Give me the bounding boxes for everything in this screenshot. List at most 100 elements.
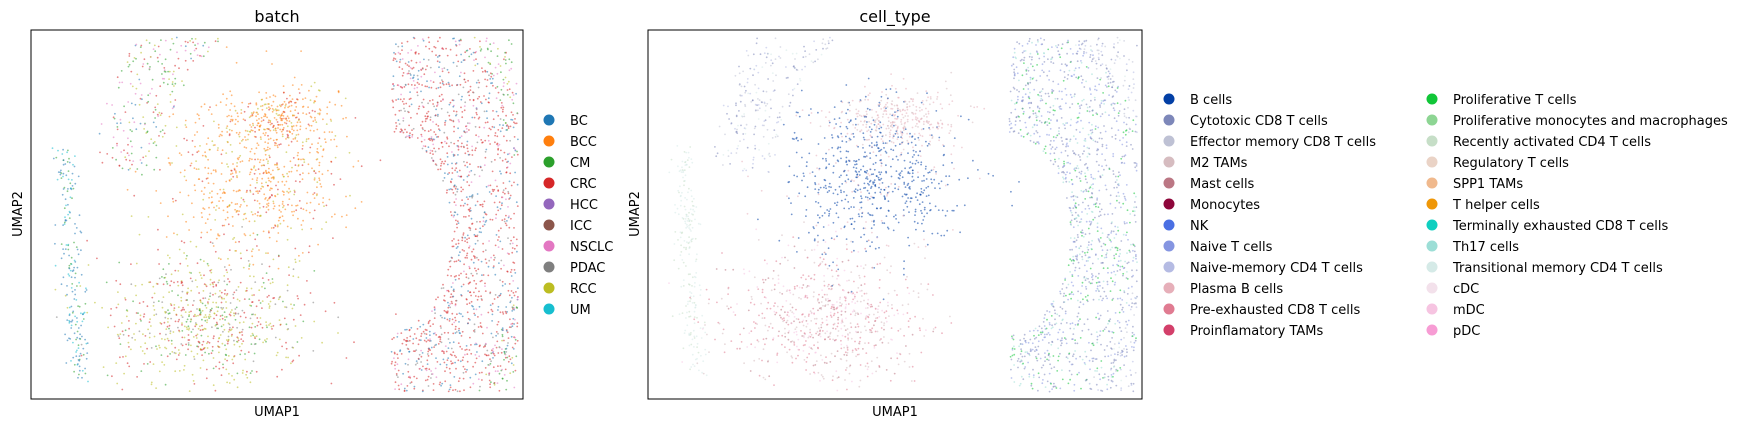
umap-point <box>1061 337 1063 339</box>
umap-point <box>277 219 280 222</box>
umap-point <box>447 173 449 176</box>
umap-point <box>199 367 202 369</box>
umap-point <box>154 106 157 109</box>
umap-point <box>463 131 466 133</box>
umap-point <box>479 49 482 52</box>
umap-point <box>255 370 258 373</box>
umap-point <box>191 202 193 205</box>
umap-point <box>65 219 68 222</box>
umap-point <box>231 309 233 311</box>
umap-point <box>182 84 185 87</box>
umap-point <box>265 97 268 99</box>
umap-point <box>451 318 454 321</box>
umap-point <box>499 365 502 367</box>
umap-point <box>197 150 200 153</box>
umap-point <box>1106 249 1109 252</box>
umap-point <box>353 341 355 344</box>
umap-point <box>230 201 233 204</box>
umap-point <box>210 196 213 199</box>
umap-point <box>1062 123 1065 125</box>
umap-point <box>242 266 245 269</box>
umap-point <box>408 329 411 332</box>
umap-point <box>268 156 271 159</box>
umap-point <box>509 139 511 142</box>
umap-point <box>396 332 399 335</box>
umap-point <box>219 334 222 336</box>
umap-point <box>863 275 866 278</box>
umap-point <box>181 290 184 293</box>
umap-point <box>201 343 204 346</box>
umap-point <box>272 109 275 111</box>
umap-point <box>1013 381 1016 383</box>
umap-point <box>473 233 476 236</box>
umap-point <box>237 337 240 339</box>
umap-point <box>276 121 279 123</box>
umap-point <box>773 305 775 307</box>
umap-point <box>142 116 145 118</box>
umap-point <box>894 183 896 186</box>
umap-point <box>418 339 421 341</box>
umap-point <box>452 288 455 291</box>
umap-point <box>877 116 880 119</box>
umap-point <box>1013 103 1016 105</box>
umap-point <box>823 212 826 214</box>
umap-point <box>141 283 144 286</box>
umap-point <box>823 284 826 287</box>
umap-point <box>249 102 252 105</box>
umap-point <box>143 127 146 130</box>
umap-point <box>462 204 465 207</box>
umap-point <box>379 159 382 162</box>
umap-point <box>157 45 160 48</box>
umap-point <box>258 128 261 131</box>
umap-point <box>455 299 458 302</box>
umap-point <box>146 347 149 350</box>
umap-point <box>217 281 220 284</box>
umap-point <box>440 327 442 329</box>
umap-point <box>813 278 816 281</box>
umap-point <box>1116 55 1119 58</box>
umap-point <box>300 337 303 339</box>
umap-point <box>736 132 739 135</box>
umap-point <box>475 283 478 285</box>
umap-point <box>78 369 81 372</box>
umap-point <box>788 330 791 332</box>
umap-point <box>502 124 504 127</box>
umap-point <box>468 265 471 268</box>
umap-point <box>452 37 454 40</box>
umap-point <box>497 114 500 117</box>
umap-point <box>206 347 209 349</box>
umap-point <box>174 370 177 373</box>
umap-point <box>184 59 187 62</box>
umap-point <box>1046 358 1048 361</box>
umap-point <box>478 126 481 129</box>
umap-point <box>484 290 487 292</box>
umap-point <box>1129 213 1132 215</box>
umap-point <box>499 292 502 295</box>
umap-point <box>922 219 925 221</box>
umap-point <box>259 302 262 304</box>
umap-point <box>511 91 514 94</box>
umap-point <box>481 379 483 381</box>
umap-point <box>428 137 431 140</box>
umap-point <box>111 156 114 159</box>
umap-point <box>267 162 269 165</box>
umap-point <box>405 102 408 105</box>
umap-point <box>466 353 469 355</box>
umap-point <box>253 199 256 202</box>
umap-point <box>516 183 519 186</box>
umap-point <box>200 277 203 279</box>
umap-point <box>1048 390 1051 393</box>
umap-point <box>217 127 220 129</box>
umap-point <box>1050 343 1053 346</box>
umap-point <box>764 278 767 281</box>
umap-point <box>476 200 479 203</box>
umap-point <box>497 305 500 308</box>
umap-point <box>501 284 504 287</box>
umap-point <box>464 216 467 218</box>
umap-point <box>416 86 419 89</box>
umap-point <box>445 366 448 369</box>
umap-point <box>207 167 210 170</box>
umap-point <box>674 231 677 233</box>
umap-point <box>811 348 814 350</box>
umap-point <box>734 74 737 77</box>
